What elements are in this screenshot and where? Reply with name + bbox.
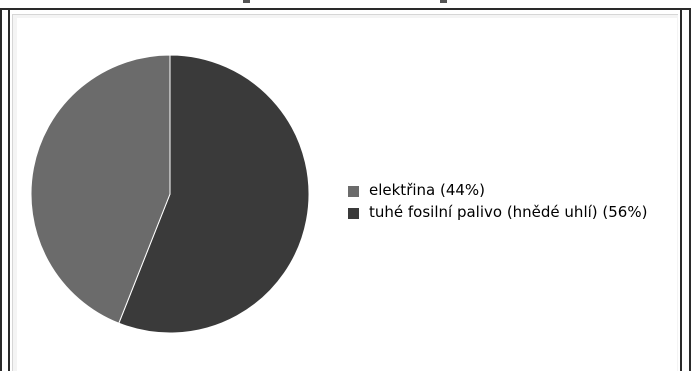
top-strip-mark (243, 0, 250, 3)
legend-label-elektrina: elektřina (44%) (369, 181, 486, 199)
top-strip-mark (440, 0, 447, 3)
legend-label-tuhe-palivo: tuhé fosilní palivo (hnědé uhlí) (56%) (369, 203, 648, 221)
pie-chart (30, 54, 310, 334)
frame-divider-right (680, 10, 682, 371)
legend-item: tuhé fosilní palivo (hnědé uhlí) (56%) (348, 204, 678, 220)
legend-swatch-tuhe-palivo (348, 208, 359, 219)
top-strip (0, 0, 691, 10)
pie-slice-elektrina (30, 54, 171, 324)
chart-canvas: elektřina (44%) tuhé fosilní palivo (hně… (17, 18, 677, 371)
pie-slice-tuhe-palivo (118, 54, 310, 334)
legend-swatch-elektrina (348, 186, 359, 197)
legend-item: elektřina (44%) (348, 182, 678, 198)
chart-legend: elektřina (44%) tuhé fosilní palivo (hně… (348, 182, 678, 226)
frame-divider-left (8, 10, 10, 371)
